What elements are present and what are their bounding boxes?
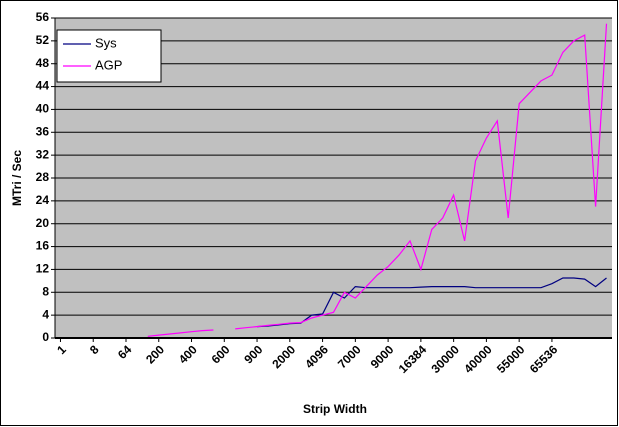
y-tick-label: 24: [36, 193, 50, 207]
y-tick-label: 44: [36, 79, 50, 93]
y-tick-label: 56: [36, 10, 50, 24]
y-tick-label: 36: [36, 124, 50, 138]
x-axis-title: Strip Width: [303, 402, 367, 416]
y-tick-label: 16: [36, 239, 50, 253]
legend-label: Sys: [95, 35, 117, 50]
y-tick-label: 32: [36, 147, 50, 161]
data-line: [256, 277, 607, 328]
y-axis-title: MTri / Sec: [10, 150, 24, 206]
y-tick-label: 8: [42, 284, 49, 298]
y-tick-label: 12: [36, 262, 50, 276]
y-tick-label: 52: [36, 33, 50, 47]
y-tick-label: 28: [36, 170, 50, 184]
legend-box: [56, 29, 162, 83]
y-tick-label: 4: [42, 307, 49, 321]
y-tick-label: 40: [36, 102, 50, 116]
y-tick-label: 48: [36, 56, 50, 70]
legend-label: AGP: [95, 57, 122, 72]
y-tick-label: 0: [42, 330, 49, 344]
data-line: [147, 23, 608, 337]
y-tick-label: 20: [36, 216, 50, 230]
